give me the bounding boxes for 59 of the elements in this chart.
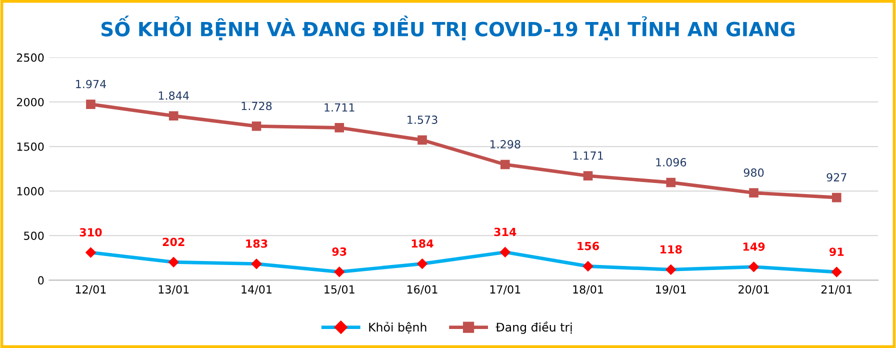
point (168, 111, 178, 121)
data-label: 1.298 (490, 140, 520, 148)
point (334, 266, 345, 278)
data-label: 1.573 (408, 116, 438, 124)
data-label: 1.171 (573, 152, 603, 160)
y-tick-label: 500 (24, 232, 44, 240)
data-label: 156 (578, 242, 599, 250)
point (583, 171, 593, 180)
x-tick-label: 18/01 (573, 285, 603, 294)
point (666, 264, 676, 276)
data-label: 927 (826, 173, 846, 182)
x-tick-label: 13/01 (158, 285, 189, 294)
data-label: 1.096 (656, 158, 686, 166)
data-label: 91 (829, 248, 844, 256)
point (168, 256, 179, 268)
x-tick-label: 17/01 (490, 285, 520, 294)
point (831, 266, 842, 278)
y-tick-label: 2000 (16, 98, 44, 106)
chart-title: SỐ KHỎI BỆNH VÀ ĐANG ĐIỀU TRỊ COVID-19 TẠI TỈNH AN GIANG (102, 16, 794, 40)
x-tick-label: 20/01 (738, 285, 769, 294)
data-label: 183 (246, 239, 268, 248)
point (582, 260, 594, 272)
data-label: 184 (412, 239, 434, 248)
data-label: 314 (494, 228, 516, 236)
point (334, 123, 344, 132)
x-tick-label: 14/01 (242, 285, 272, 294)
data-label: 1.711 (324, 103, 354, 112)
legend-label: Đang điều trị (496, 321, 572, 334)
point (85, 247, 96, 258)
data-label: 980 (744, 168, 764, 177)
x-tick-label: 16/01 (407, 285, 438, 294)
data-label: 1.974 (76, 80, 106, 88)
data-label: 1.728 (242, 102, 272, 110)
data-label: 149 (743, 242, 765, 251)
point (86, 100, 96, 109)
point (416, 258, 428, 270)
point (748, 261, 760, 272)
data-label: 1.844 (158, 91, 189, 100)
y-tick-label: 1000 (17, 187, 44, 196)
x-tick-label: 12/01 (76, 285, 106, 294)
data-label: 118 (660, 245, 682, 254)
x-tick-label: 19/01 (656, 285, 686, 294)
y-tick-label: 1500 (17, 142, 44, 151)
y-tick-label: 0 (38, 276, 44, 285)
point (418, 135, 427, 145)
x-tick-label: 21/01 (821, 285, 852, 294)
y-tick-label: 2500 (16, 53, 44, 62)
point (500, 160, 510, 170)
data-label: 202 (162, 238, 184, 246)
data-label: 310 (80, 228, 102, 236)
point (749, 188, 758, 198)
data-label: 93 (332, 247, 346, 256)
point (251, 258, 262, 270)
point (666, 178, 676, 188)
legend-label: Khỏi bệnh (369, 322, 426, 334)
point (252, 122, 262, 131)
point (832, 192, 842, 202)
point (500, 246, 510, 258)
x-tick-label: 15/01 (324, 285, 354, 294)
